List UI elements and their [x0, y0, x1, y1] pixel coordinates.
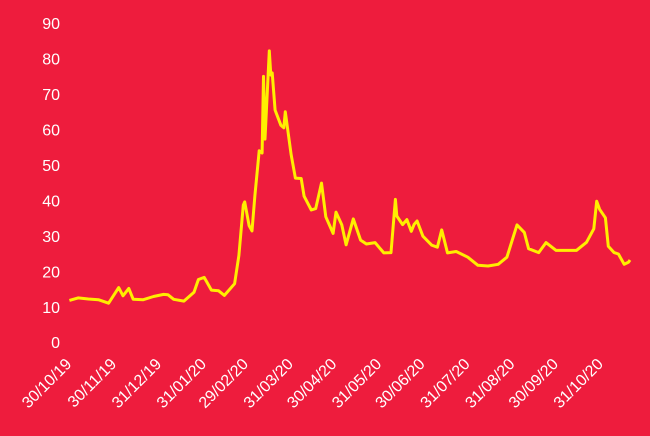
y-tick-label: 40	[42, 193, 60, 210]
y-tick-label: 10	[42, 300, 60, 317]
y-tick-label: 70	[42, 87, 60, 104]
line	[68, 49, 632, 305]
y-tick-label: 90	[42, 16, 60, 33]
x-tick-label: 31/10/20	[551, 356, 607, 412]
y-tick-label: 20	[42, 264, 60, 281]
y-tick-label: 50	[42, 158, 60, 175]
y-tick-label: 0	[51, 335, 60, 352]
y-tick-label: 80	[42, 52, 60, 69]
y-tick-label: 30	[42, 229, 60, 246]
x-tick-label: 30/10/19	[19, 356, 75, 412]
y-tick-label: 60	[42, 123, 60, 140]
